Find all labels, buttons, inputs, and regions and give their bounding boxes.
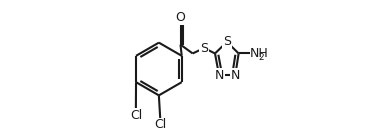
Text: N: N <box>230 69 240 82</box>
Text: O: O <box>175 11 185 24</box>
Text: S: S <box>223 35 231 48</box>
Text: NH: NH <box>250 47 269 60</box>
Text: S: S <box>200 42 208 55</box>
Text: Cl: Cl <box>154 118 166 131</box>
Text: 2: 2 <box>258 53 264 62</box>
Text: N: N <box>214 69 224 82</box>
Text: Cl: Cl <box>130 109 142 122</box>
